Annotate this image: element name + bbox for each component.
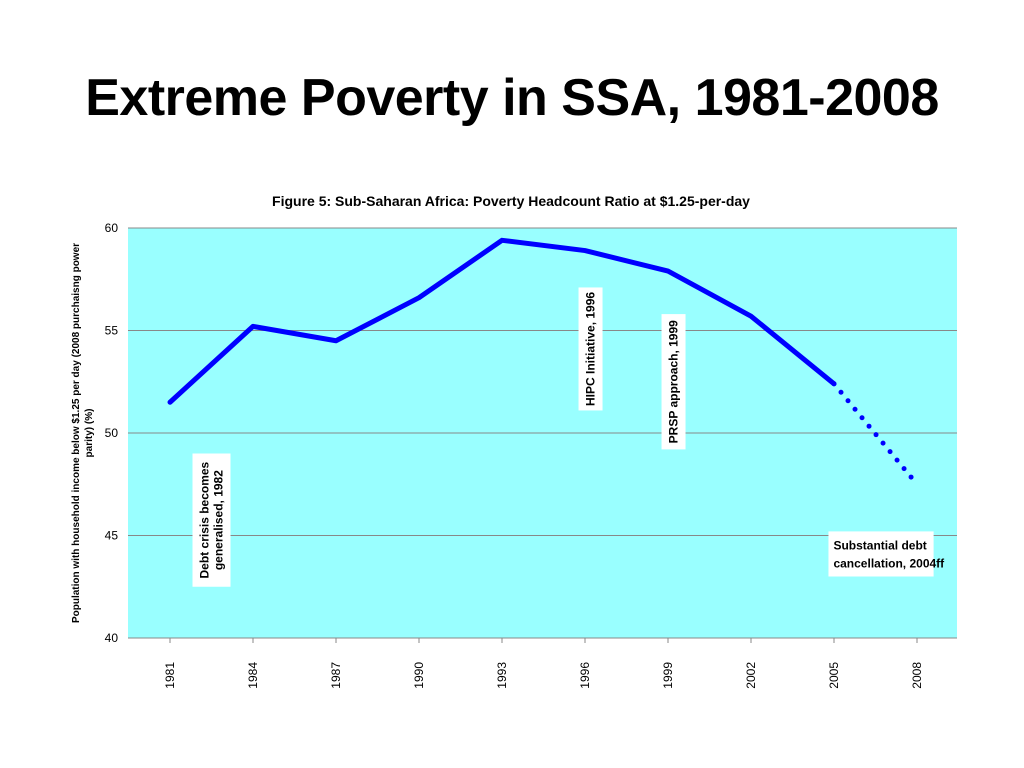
y-axis-label-line: Population with household income below $… xyxy=(71,243,82,623)
annotation-box-debt-cancellation xyxy=(828,531,934,577)
x-tick-label: 1984 xyxy=(246,662,260,689)
y-tick-label: 45 xyxy=(105,529,119,543)
x-tick-label: 1981 xyxy=(163,662,177,689)
annotation-box-hipc xyxy=(578,287,603,411)
annotation-text-prsp: PRSP approach, 1999 xyxy=(667,320,681,443)
x-tick-label: 1990 xyxy=(412,662,426,689)
annotation-text-debt-crisis: generalised, 1982 xyxy=(212,470,226,570)
annotation-text-debt-crisis: Debt crisis becomes xyxy=(198,461,212,578)
annotation-text-debt-cancellation: Substantial debt xyxy=(833,538,926,552)
annotation-box-prsp xyxy=(661,314,686,450)
x-tick-label: 2008 xyxy=(910,662,924,689)
y-tick-label: 50 xyxy=(105,426,119,440)
x-tick-label: 1996 xyxy=(578,662,592,689)
x-tick-label: 1999 xyxy=(661,662,675,689)
slide-title: Extreme Poverty in SSA, 1981-2008 xyxy=(85,69,939,127)
x-tick-label: 2002 xyxy=(744,662,758,689)
plot-area: 40 45 50 55 60 1981 1984 1987 1990 1993 1996 1999 20… xyxy=(71,221,957,689)
y-tick-label: 60 xyxy=(105,221,119,235)
projected-series-line xyxy=(831,381,920,487)
y-tick-label: 55 xyxy=(105,324,119,338)
poverty-series-line xyxy=(167,237,837,405)
chart-title: Figure 5: Sub-Saharan Africa: Poverty He… xyxy=(272,193,750,209)
x-tick-label: 2005 xyxy=(827,662,841,689)
x-tick-label: 1993 xyxy=(495,662,509,689)
annotation-text-hipc: HIPC Initiative, 1996 xyxy=(584,292,598,406)
y-axis-label-line: parity) (%) xyxy=(84,409,95,458)
annotation-text-debt-cancellation: cancellation, 2004ff xyxy=(833,556,945,570)
x-tick-label: 1987 xyxy=(329,662,343,689)
annotation-box-debt-crisis xyxy=(192,453,231,587)
y-tick-label: 40 xyxy=(105,631,119,645)
